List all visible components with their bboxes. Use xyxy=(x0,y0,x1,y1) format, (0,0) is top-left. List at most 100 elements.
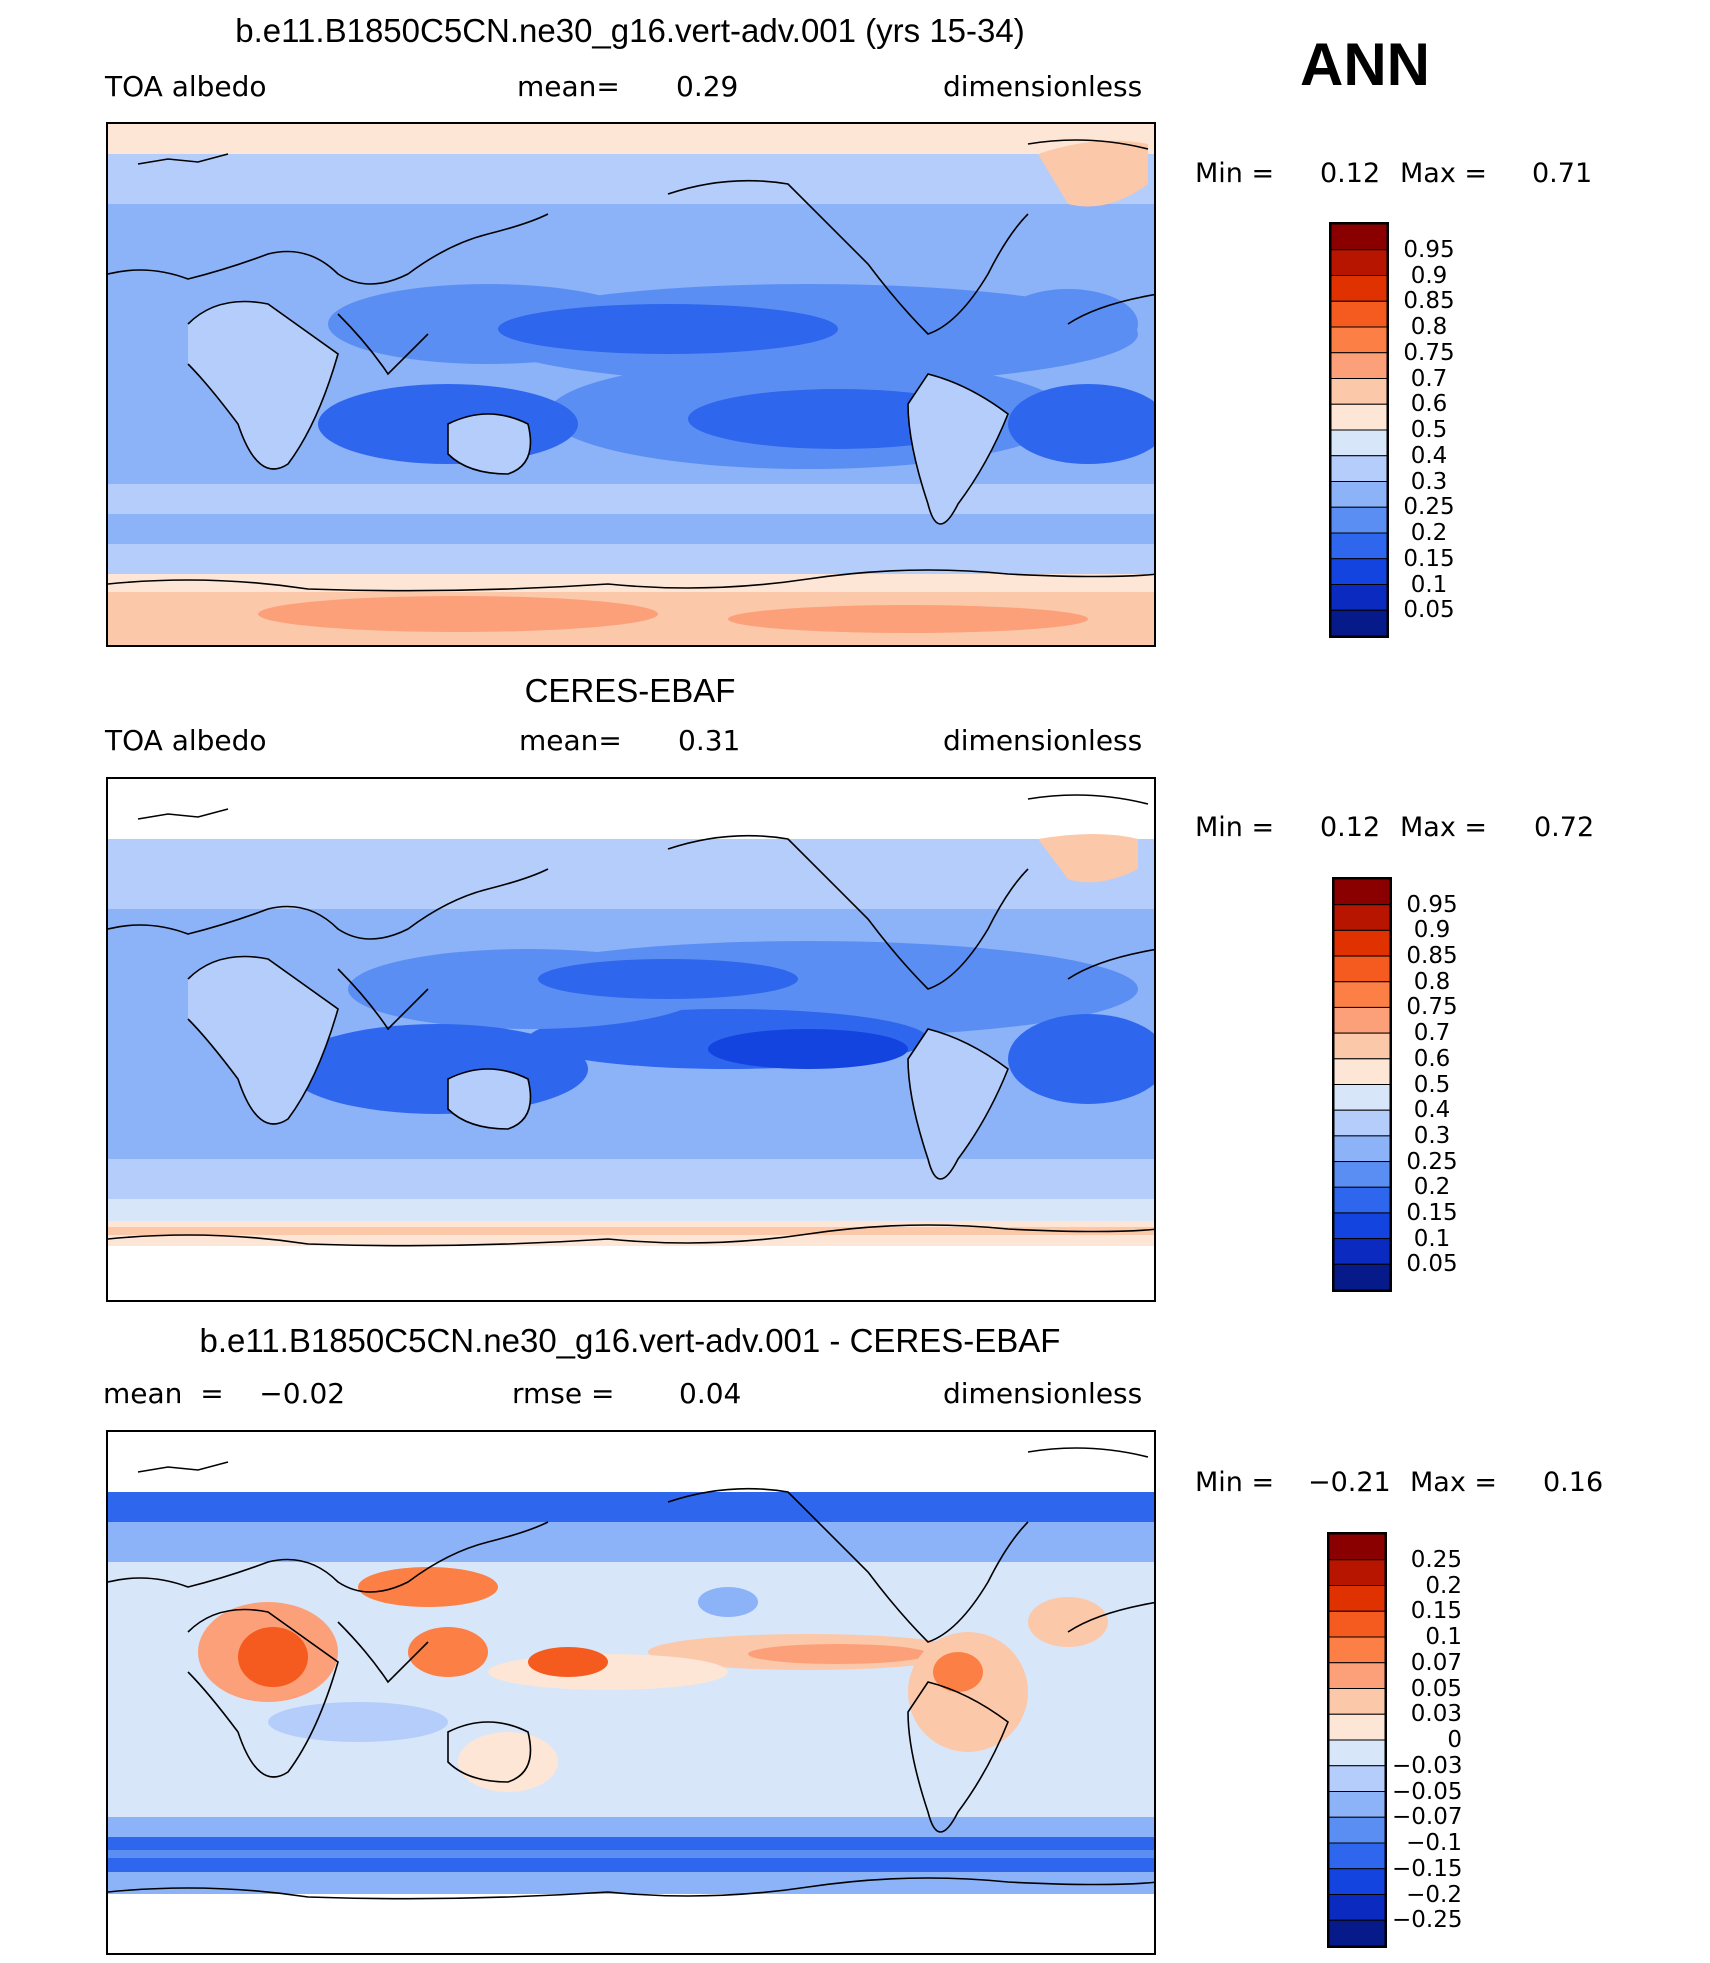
colorbar-level-label: 0.25 xyxy=(1410,1546,1462,1573)
colorbar-swatch xyxy=(1331,352,1387,379)
season-label: ANN xyxy=(1300,31,1430,98)
colorbar-level-label: 0.3 xyxy=(1413,1122,1451,1149)
colorbar-swatch xyxy=(1329,1791,1385,1818)
colorbar-level-label: 0.07 xyxy=(1410,1649,1462,1676)
colorbar-level-label: −0.15 xyxy=(1392,1855,1463,1882)
colorbar-swatch xyxy=(1334,955,1390,983)
panel-2-title: CERES-EBAF xyxy=(524,672,736,709)
colorbar-level-label: 0.1 xyxy=(1410,571,1448,598)
colorbar-level-label: 0.25 xyxy=(1403,494,1455,521)
colorbar-swatch xyxy=(1331,558,1387,585)
colorbar-level-label: 0.05 xyxy=(1410,1675,1462,1702)
colorbar-level-label: 0.2 xyxy=(1425,1572,1462,1599)
colorbar-swatch xyxy=(1329,1816,1385,1844)
colorbar-swatch xyxy=(1334,1084,1390,1111)
colorbar-level-label: 0.4 xyxy=(1413,1097,1451,1124)
colorbar-level-label: 0.85 xyxy=(1403,288,1455,315)
colorbar-swatch xyxy=(1334,981,1390,1008)
colorbar-swatch xyxy=(1329,1688,1385,1715)
colorbar-level-label: 0.3 xyxy=(1410,468,1448,495)
panel-2-units: dimensionless xyxy=(943,724,1143,757)
colorbar-swatch xyxy=(1331,506,1387,534)
colorbar-level-label: 0.7 xyxy=(1413,1020,1451,1047)
colorbar-swatch xyxy=(1334,1161,1390,1188)
colorbar-svg xyxy=(1331,224,1387,636)
panel-2-max-key: Max = xyxy=(1400,812,1488,843)
colorbar-swatch xyxy=(1334,1109,1390,1137)
colorbar-swatch xyxy=(1329,1559,1385,1586)
colorbar-swatch xyxy=(1334,1186,1390,1214)
colorbar-level-label: 0.9 xyxy=(1413,917,1451,944)
colorbar-level-label: 0.1 xyxy=(1413,1225,1451,1252)
colorbar-level-label: −0.2 xyxy=(1406,1881,1462,1908)
panel-2-min-value: 0.12 xyxy=(1320,812,1381,843)
colorbar-level-label: 0.95 xyxy=(1406,891,1458,918)
panel-1-mean-key: mean= xyxy=(517,70,620,103)
colorbar-swatch xyxy=(1334,1238,1390,1265)
colorbar-swatch xyxy=(1331,326,1387,354)
panel-1-map xyxy=(106,122,1156,647)
colorbar-level-label: 0.9 xyxy=(1410,262,1448,289)
colorbar-swatch xyxy=(1334,929,1390,957)
colorbar-level-label: 0.6 xyxy=(1413,1045,1451,1072)
panel-3-title: b.e11.B1850C5CN.ne30_g16.vert-adv.001 - … xyxy=(199,1322,1061,1359)
colorbar-swatch xyxy=(1331,532,1387,560)
colorbar-level-label: 0.15 xyxy=(1410,1598,1462,1625)
panel-3-max-value: 0.16 xyxy=(1543,1467,1604,1498)
colorbar-level-label: −0.05 xyxy=(1392,1778,1463,1805)
colorbar-swatch xyxy=(1331,378,1387,405)
panel-3-units: dimensionless xyxy=(943,1377,1143,1410)
panel-1-min-key: Min = xyxy=(1195,158,1275,189)
panel-3-mean-label: mean = −0.02 xyxy=(103,1377,346,1410)
colorbar-swatch xyxy=(1331,224,1387,251)
panel-3-min-value: −0.21 xyxy=(1308,1467,1391,1498)
colorbar-level-label: 0.05 xyxy=(1403,597,1455,624)
colorbar-swatch xyxy=(1329,1636,1385,1664)
colorbar-svg xyxy=(1334,879,1390,1290)
colorbar-level-label: 0 xyxy=(1447,1727,1462,1753)
colorbar-level-label: 0.75 xyxy=(1406,994,1458,1021)
colorbar-level-label: 0.6 xyxy=(1410,391,1448,418)
colorbar-swatch xyxy=(1329,1585,1385,1612)
panel-1-max-value: 0.71 xyxy=(1532,158,1593,189)
colorbar-svg xyxy=(1329,1534,1385,1946)
panel-1-max-key: Max = xyxy=(1400,158,1488,189)
colorbar-swatch xyxy=(1331,300,1387,328)
colorbar-swatch xyxy=(1329,1765,1385,1792)
panel-1-title: b.e11.B1850C5CN.ne30_g16.vert-adv.001 (y… xyxy=(235,12,1025,49)
colorbar-level-label: 0.8 xyxy=(1410,314,1448,340)
colorbar-swatch xyxy=(1334,904,1390,931)
colorbar-level-label: 0.75 xyxy=(1403,339,1455,366)
colorbar-level-label: 0.25 xyxy=(1406,1148,1458,1175)
panel-2-mean-value: 0.31 xyxy=(678,724,741,757)
colorbar-level-label: 0.05 xyxy=(1406,1251,1458,1278)
panel-3-rmse-value: 0.04 xyxy=(679,1377,742,1410)
colorbar-level-label: 0.5 xyxy=(1410,417,1448,443)
colorbar-swatch xyxy=(1329,1739,1385,1767)
colorbar-swatch xyxy=(1329,1868,1385,1895)
colorbar-swatch xyxy=(1331,275,1387,302)
panel-2-mean-key: mean= xyxy=(519,724,622,757)
panel-1-min-value: 0.12 xyxy=(1320,158,1381,189)
colorbar-swatch xyxy=(1329,1919,1385,1946)
colorbar-level-label: 0.15 xyxy=(1406,1199,1458,1226)
colorbar-swatch xyxy=(1331,455,1387,482)
colorbar-swatch xyxy=(1334,879,1390,906)
colorbar-level-label: 0.15 xyxy=(1403,545,1455,572)
panel-1-units: dimensionless xyxy=(943,70,1143,103)
panel-1-variable-label: TOA albedo xyxy=(105,70,267,103)
colorbar-swatch xyxy=(1334,1135,1390,1163)
colorbar-swatch xyxy=(1334,1006,1390,1034)
colorbar-level-label: 0.5 xyxy=(1413,1071,1451,1098)
colorbar-level-label: 0.2 xyxy=(1413,1174,1451,1201)
colorbar-level-label: 0.95 xyxy=(1403,236,1455,263)
colorbar-level-label: −0.03 xyxy=(1392,1752,1463,1779)
colorbar-level-label: 0.8 xyxy=(1413,968,1451,995)
panel-3-min-key: Min = xyxy=(1195,1467,1275,1498)
colorbar-level-label: −0.07 xyxy=(1392,1804,1463,1831)
colorbar-swatch xyxy=(1331,584,1387,611)
colorbar-swatch xyxy=(1331,481,1387,508)
colorbar-level-label: 0.85 xyxy=(1406,943,1458,970)
colorbar-level-label: 0.03 xyxy=(1410,1701,1462,1728)
colorbar-swatch xyxy=(1334,1212,1390,1240)
